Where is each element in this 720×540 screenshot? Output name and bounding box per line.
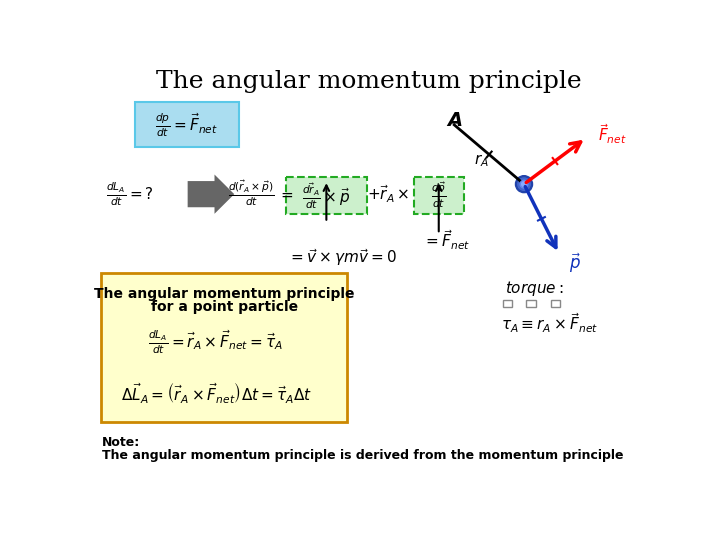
- FancyBboxPatch shape: [526, 300, 536, 307]
- FancyBboxPatch shape: [286, 177, 366, 214]
- Text: $= \vec{F}_{net}$: $= \vec{F}_{net}$: [423, 228, 471, 252]
- Circle shape: [518, 178, 530, 190]
- Text: $= \vec{v} \times \gamma m\vec{v} = 0$: $= \vec{v} \times \gamma m\vec{v} = 0$: [287, 247, 396, 268]
- Text: $\vec{F}_{net}$: $\vec{F}_{net}$: [598, 122, 626, 146]
- Text: $\frac{d(\vec{r}_A \times \vec{p})}{dt}$: $\frac{d(\vec{r}_A \times \vec{p})}{dt}$: [228, 179, 275, 209]
- Text: $\frac{dL_A}{dt} = \vec{r}_A \times \vec{F}_{net} = \vec{\tau}_A$: $\frac{dL_A}{dt} = \vec{r}_A \times \vec…: [148, 328, 283, 356]
- Circle shape: [520, 180, 528, 188]
- FancyBboxPatch shape: [135, 102, 239, 147]
- Text: $\vec{p}$: $\vec{p}$: [569, 252, 581, 275]
- Text: $=$: $=$: [277, 187, 294, 201]
- Text: $\frac{d\vec{r}_A}{dt} \times \vec{p}$: $\frac{d\vec{r}_A}{dt} \times \vec{p}$: [302, 181, 351, 211]
- Text: for a point particle: for a point particle: [150, 300, 297, 314]
- Text: $+ \vec{r}_A \times$: $+ \vec{r}_A \times$: [367, 184, 410, 205]
- FancyBboxPatch shape: [414, 177, 464, 214]
- Text: The angular momentum principle: The angular momentum principle: [156, 70, 582, 93]
- Text: The angular momentum principle is derived from the momentum principle: The angular momentum principle is derive…: [102, 449, 623, 462]
- Circle shape: [516, 176, 533, 193]
- Text: $r_A$: $r_A$: [474, 153, 489, 170]
- Text: $\frac{d\vec{p}}{dt}$: $\frac{d\vec{p}}{dt}$: [431, 181, 446, 211]
- FancyBboxPatch shape: [101, 273, 347, 422]
- Text: $\frac{dp}{dt} = \vec{F}_{net}$: $\frac{dp}{dt} = \vec{F}_{net}$: [156, 111, 218, 139]
- Text: $\Delta \vec{L}_A = \left(\vec{r}_A \times \vec{F}_{net}\right)\Delta t = \vec{\: $\Delta \vec{L}_A = \left(\vec{r}_A \tim…: [121, 380, 312, 404]
- Text: Note:: Note:: [102, 436, 140, 449]
- Circle shape: [522, 182, 526, 186]
- Text: $\frac{dL_A}{dt} = ?$: $\frac{dL_A}{dt} = ?$: [106, 180, 153, 208]
- FancyBboxPatch shape: [551, 300, 560, 307]
- Text: $torque:$: $torque:$: [505, 279, 563, 298]
- FancyBboxPatch shape: [188, 174, 234, 214]
- Text: The angular momentum principle: The angular momentum principle: [94, 287, 354, 301]
- Text: $\tau_A \equiv r_A \times \vec{F}_{net}$: $\tau_A \equiv r_A \times \vec{F}_{net}$: [500, 311, 598, 335]
- FancyBboxPatch shape: [503, 300, 513, 307]
- Text: $\boldsymbol{A}$: $\boldsymbol{A}$: [446, 111, 463, 130]
